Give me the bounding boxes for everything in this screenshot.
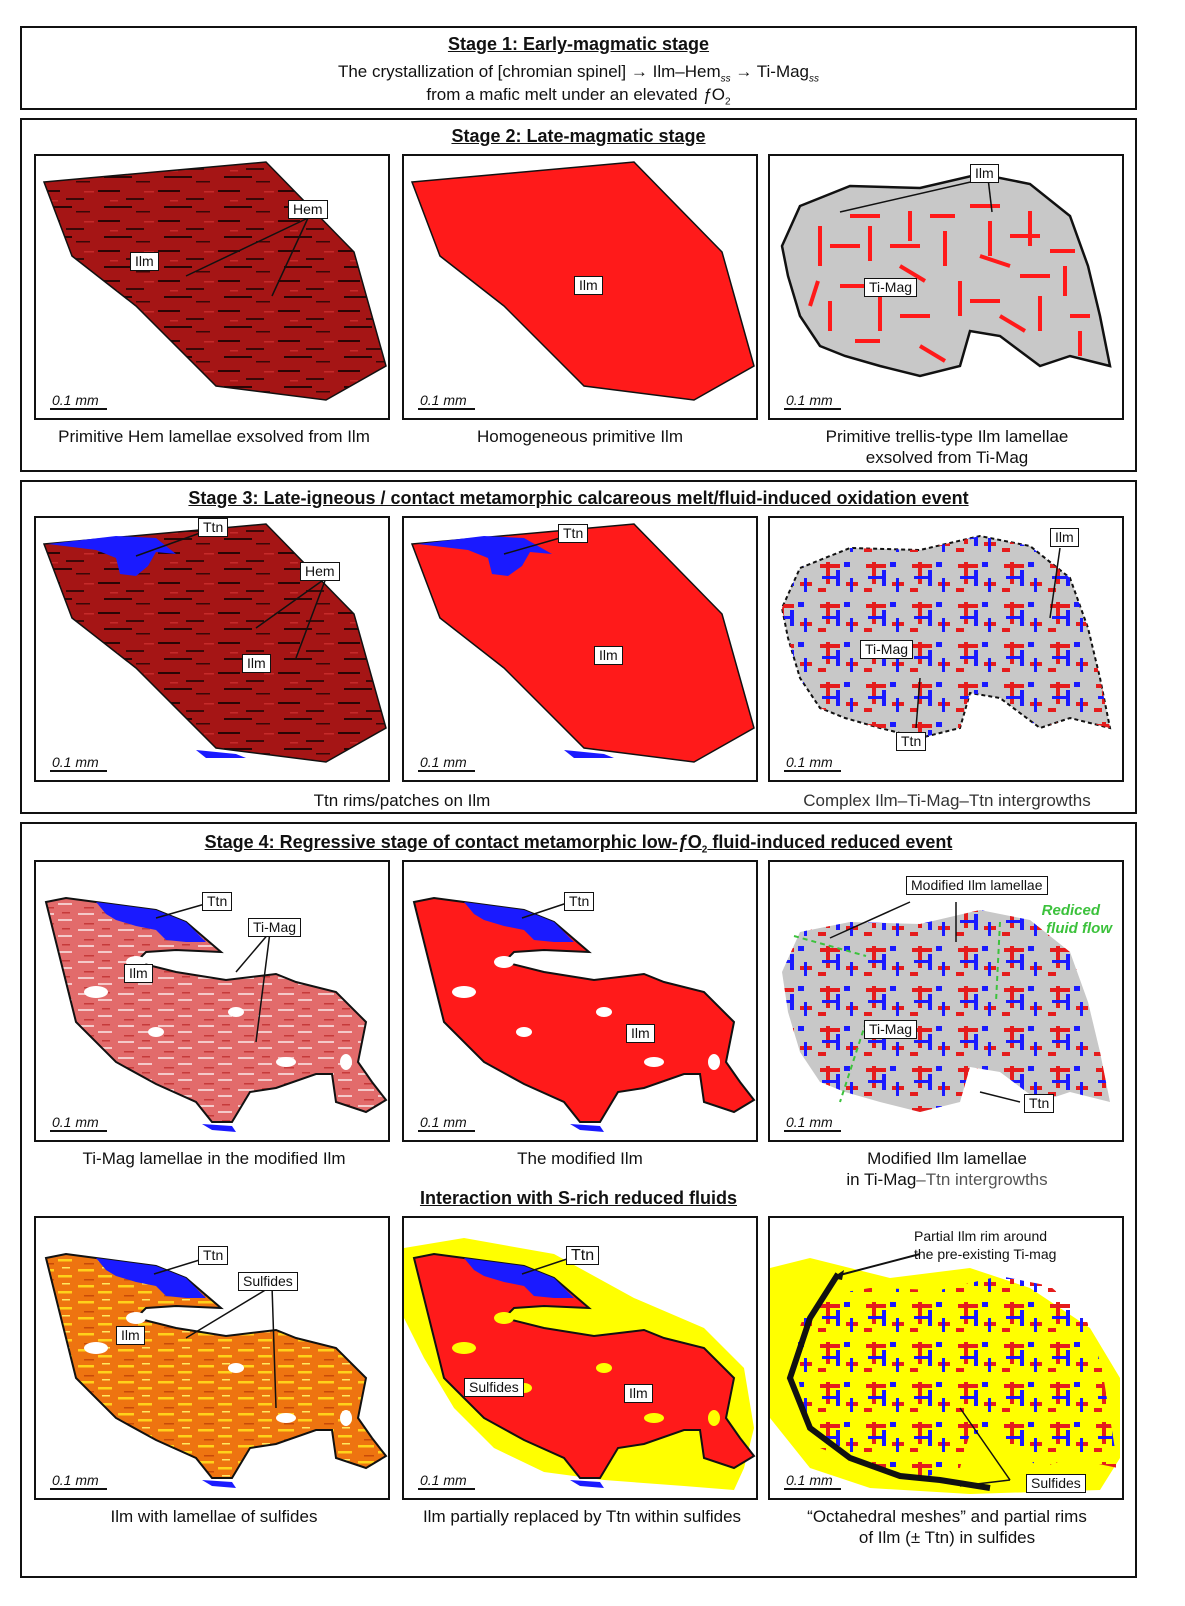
label-ttn: Ttn (896, 732, 927, 751)
caption-4f-line1: “Octahedral meshes” and partial rims (807, 1507, 1087, 1526)
stage4-panel-modified-lamellae: Modified Ilm lamellae Ti-Mag Ttn Rediced… (768, 860, 1124, 1142)
ilm-sulfide-lamellae-grain (44, 1252, 388, 1488)
stage4-title: Stage 4: Regressive stage of contact met… (204, 832, 953, 856)
caption-3-right: Complex Ilm–Ti-Mag–Ttn intergrowths (803, 791, 1091, 810)
stage2-panel-homogeneous-ilm: Ilm 0.1 mm (402, 154, 758, 420)
label-ilm: Ilm (624, 1384, 653, 1403)
stage4-panel-octahedral-meshes: Partial Ilm rim around the pre-existing … (768, 1216, 1124, 1500)
stage3-panel-intergrowths: Ilm Ti-Mag Ttn 0.1 mm (768, 516, 1124, 782)
label-ttn: Ttn (202, 892, 233, 911)
stage3-box: Stage 3: Late-igneous / contact metamorp… (20, 480, 1137, 814)
timag-trellis-grain (780, 172, 1112, 378)
label-sulfides: Sulfides (464, 1378, 524, 1397)
modified-ilm-timag-grain (44, 896, 388, 1132)
label-modified-ilm-lamellae: Modified Ilm lamellae (906, 876, 1048, 895)
caption-2c-line2: exsolved from Ti-Mag (865, 448, 1029, 467)
stage1-box: Stage 1: Early-magmatic stage The crysta… (20, 26, 1137, 110)
stage2-title: Stage 2: Late-magmatic stage (451, 126, 706, 146)
label-ilm: Ilm (242, 654, 271, 673)
stage2-box: Stage 2: Late-magmatic stage Hem Ilm 0.1… (20, 118, 1137, 472)
label-timag: Ti-Mag (864, 1020, 918, 1039)
scale-bar: 0.1 mm (418, 1473, 475, 1490)
caption-4c-line2: in Ti-Mag–Ttn intergrowths (846, 1170, 1048, 1189)
stage1-title: Stage 1: Early-magmatic stage (447, 34, 710, 54)
scale-bar: 0.1 mm (784, 755, 841, 772)
label-sulfides: Sulfides (1026, 1474, 1086, 1493)
ilm-timag-ttn-grain (780, 534, 1112, 740)
scale-bar: 0.1 mm (50, 1473, 107, 1490)
stage4-panel-timag-lamellae: Ttn Ti-Mag Ilm 0.1 mm (34, 860, 390, 1142)
label-ilm: Ilm (574, 276, 603, 295)
caption-4e: Ilm partially replaced by Ttn within sul… (422, 1507, 742, 1526)
stage2-panel-hem-ilm: Hem Ilm 0.1 mm (34, 154, 390, 420)
stage1-line2: from a mafic melt under an elevated ƒO2 (426, 85, 731, 108)
stage4-panel-sulfide-lamellae: Ttn Sulfides Ilm 0.1 mm (34, 1216, 390, 1500)
label-ilm: Ilm (626, 1024, 655, 1043)
label-ilm: Ilm (130, 252, 159, 271)
caption-4a: Ti-Mag lamellae in the modified Ilm (82, 1149, 346, 1168)
label-hem: Hem (300, 562, 340, 581)
octahedral-mesh-grain (770, 1253, 1120, 1494)
scale-bar: 0.1 mm (418, 1115, 475, 1132)
stage3-panel-ttn-ilm: Ttn Ilm 0.1 mm (402, 516, 758, 782)
stage1-line1: The crystallization of [chromian spinel]… (337, 62, 820, 85)
caption-4d: Ilm with lamellae of sulfides (110, 1507, 318, 1526)
flow-label-line2: fluid flow (1046, 920, 1112, 937)
caption-4c-line1: Modified Ilm lamellae (867, 1149, 1027, 1168)
stage4-subtitle: Interaction with S-rich reduced fluids (419, 1188, 738, 1208)
ttn-hem-ilm-grain (42, 523, 387, 763)
scale-bar: 0.1 mm (784, 1115, 841, 1132)
label-ttn: Ttn (558, 524, 589, 543)
scale-bar: 0.1 mm (50, 755, 107, 772)
label-ttn: Ttn (198, 518, 229, 537)
stage4-panel-modified-ilm: Ttn Ilm 0.1 mm (402, 860, 758, 1142)
label-ttn: Ttn (564, 892, 595, 911)
stage4-box: Stage 4: Regressive stage of contact met… (20, 822, 1137, 1578)
caption-3-left: Ttn rims/patches on Ilm (313, 791, 491, 810)
label-ilm: Ilm (594, 646, 623, 665)
stage4-panel-ilm-replaced: Ttn Sulfides Ilm 0.1 mm (402, 1216, 758, 1500)
label-ttn: Ttn (1024, 1094, 1055, 1113)
hem-ilm-grain (42, 161, 387, 401)
stage3-title: Stage 3: Late-igneous / contact metamorp… (188, 488, 969, 508)
label-hem: Hem (288, 200, 328, 219)
caption-2a: Primitive Hem lamellae exsolved from Ilm (58, 427, 370, 446)
scale-bar: 0.1 mm (418, 755, 475, 772)
label-ilm: Ilm (116, 1326, 145, 1345)
label-timag: Ti-Mag (860, 640, 914, 659)
label-ilm: Ilm (124, 964, 153, 983)
flow-label-line1: Rediced (1041, 902, 1100, 919)
ttn-ilm-grain (410, 523, 755, 763)
scale-bar: 0.1 mm (784, 1473, 841, 1490)
note-line1: Partial Ilm rim around (914, 1228, 1048, 1244)
label-ilm: Ilm (970, 164, 999, 183)
note-line2: the pre-existing Ti-mag (914, 1246, 1057, 1262)
stage3-panel-ttn-hem-ilm: Ttn Hem Ilm 0.1 mm (34, 516, 390, 782)
label-timag: Ti-Mag (864, 278, 918, 297)
scale-bar: 0.1 mm (50, 393, 107, 410)
scale-bar: 0.1 mm (784, 393, 841, 410)
label-ttn: Ttn (566, 1246, 600, 1265)
stage2-panel-trellis: Ilm Ti-Mag 0.1 mm (768, 154, 1124, 420)
modified-ilm-grain (412, 896, 756, 1132)
label-ilm: Ilm (1050, 528, 1079, 547)
scale-bar: 0.1 mm (418, 393, 475, 410)
label-timag: Ti-Mag (248, 918, 302, 937)
scale-bar: 0.1 mm (50, 1115, 107, 1132)
label-ttn: Ttn (198, 1246, 229, 1265)
caption-4f-line2: of Ilm (± Ttn) in sulfides (858, 1528, 1036, 1547)
modified-intergrowth-grain (782, 901, 1110, 1112)
label-sulfides: Sulfides (238, 1272, 298, 1291)
ilm-in-sulfides-grain (404, 1238, 756, 1490)
caption-4b: The modified Ilm (517, 1149, 643, 1168)
caption-2b: Homogeneous primitive Ilm (477, 427, 683, 446)
caption-2c-line1: Primitive trellis-type Ilm lamellae (825, 427, 1069, 446)
